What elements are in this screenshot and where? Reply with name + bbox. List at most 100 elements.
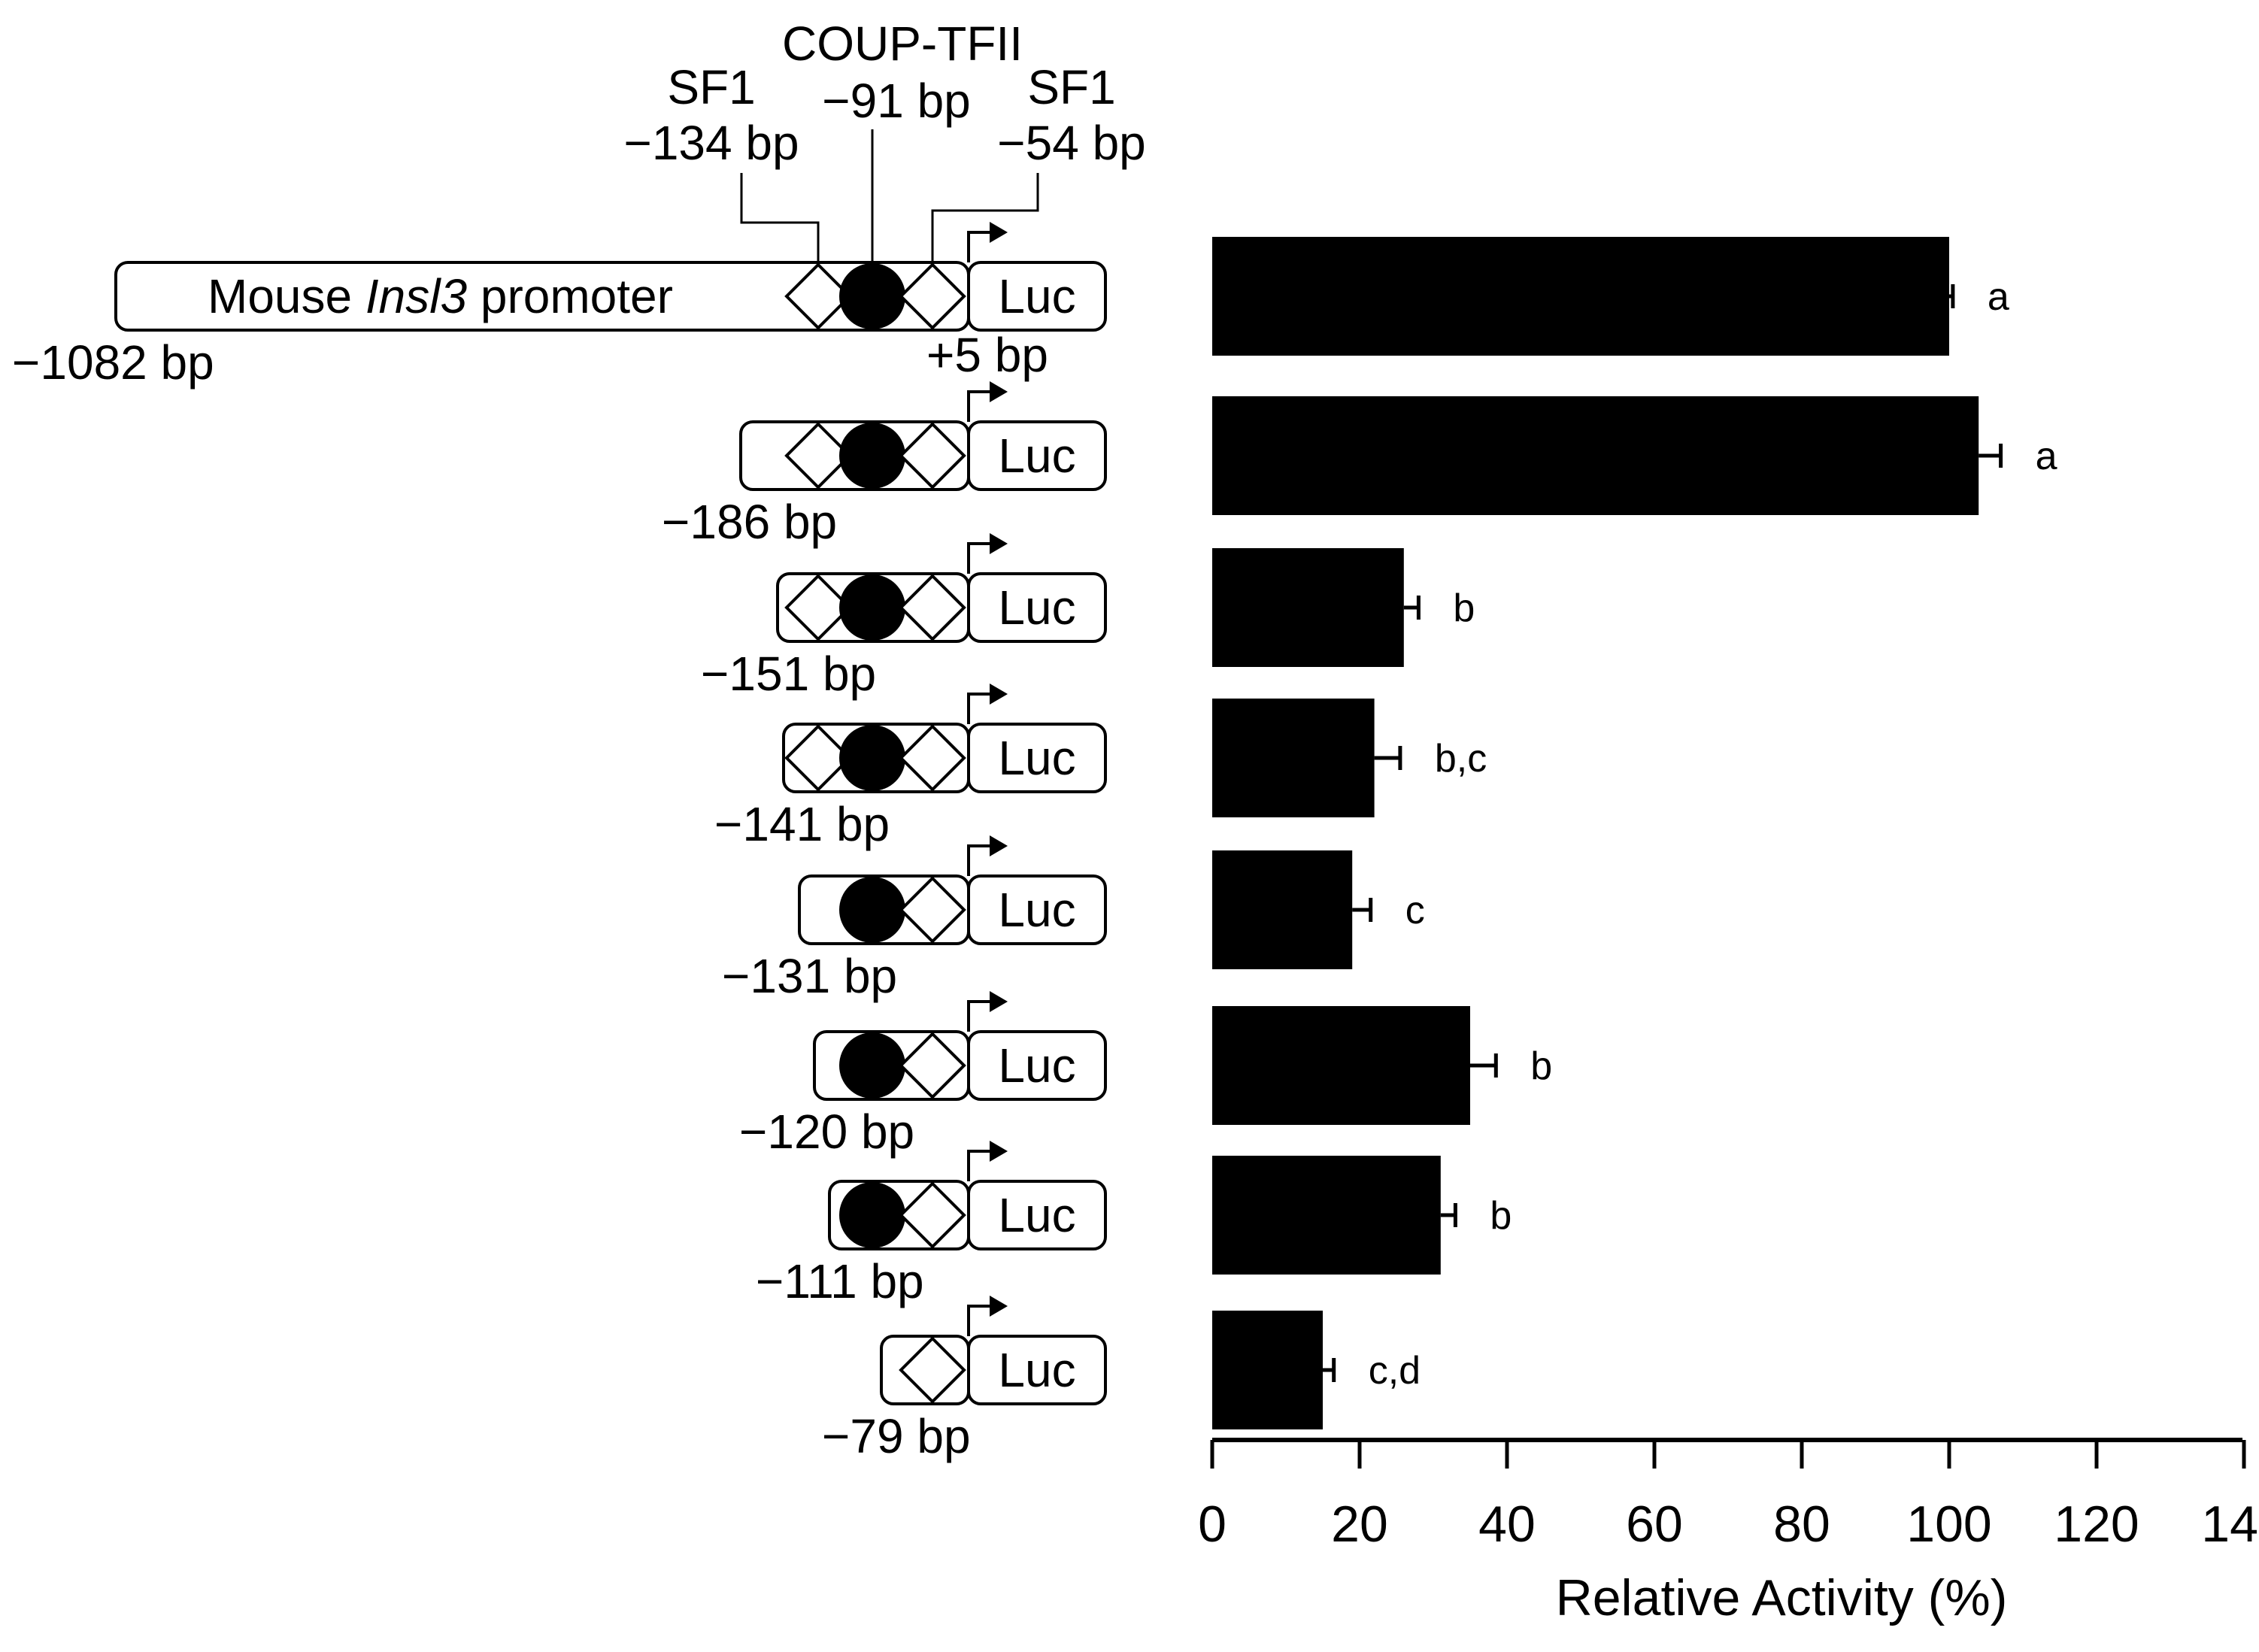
construct: Luc −186 bp: [662, 381, 1107, 549]
sf1-site-diamond: [899, 422, 966, 490]
bar-group: b,c: [1212, 699, 1487, 817]
sf1-134-leader: [740, 173, 820, 265]
tss-arrow: [967, 390, 990, 422]
construct: Luc −1082 bp Mouse Insl3 promoter +5 bp: [12, 222, 1107, 390]
tss-arrowhead: [990, 533, 1008, 554]
promoter-name: Mouse Insl3 promoter: [208, 269, 673, 323]
sf1-site-diamond: [899, 1032, 966, 1099]
luc-box: [967, 723, 1107, 793]
x-tick-label: 120: [2054, 1496, 2139, 1553]
bar-chart: a a b b,c c b b c,d 0 20 40 60 80 100 120 140 Relative…: [1198, 237, 2259, 1626]
sf1-site-diamond: [784, 724, 852, 792]
construct: Luc −131 bp: [722, 835, 1107, 1003]
construct-label: −151 bp: [701, 647, 876, 701]
luc-label: Luc: [998, 580, 1075, 635]
bar-group: a: [1212, 396, 2057, 515]
luc-label: Luc: [998, 731, 1075, 785]
luc-box: [967, 261, 1107, 332]
x-axis-title: Relative Activity (%): [1556, 1569, 2008, 1626]
luc-box: [967, 1335, 1107, 1405]
sf1-site-diamond: [784, 422, 852, 490]
x-tick-label: 100: [1906, 1496, 1991, 1553]
x-axis: 0 20 40 60 80 100 120 140: [1198, 1438, 2259, 1553]
bar-group: b: [1212, 1006, 1552, 1125]
tss-arrow: [967, 1305, 990, 1336]
construct: Luc −120 bp: [739, 991, 1107, 1159]
tss-position-label: +5 bp: [926, 328, 1048, 382]
coup-tfii-site: [839, 574, 905, 641]
construct: Luc −111 bp: [756, 1141, 1107, 1308]
luc-label: Luc: [998, 1038, 1075, 1093]
luc-label: Luc: [998, 1188, 1075, 1242]
luc-box: [967, 874, 1107, 945]
bar: [1212, 1006, 1470, 1125]
construct: Luc −141 bp: [714, 684, 1107, 851]
construct-label: −111 bp: [756, 1254, 924, 1308]
x-tick-label: 40: [1478, 1496, 1536, 1553]
significance-label: b,c: [1435, 737, 1487, 781]
tss-arrow: [967, 231, 990, 262]
tss-arrow: [967, 693, 990, 724]
significance-label: a: [1988, 275, 2009, 319]
bar-group: c: [1212, 850, 1425, 969]
sf1-54-leader: [931, 173, 1039, 265]
bar: [1212, 548, 1404, 667]
construct: Luc −79 bp: [822, 1296, 1107, 1463]
sf1-site-diamond: [899, 876, 966, 944]
significance-label: b: [1530, 1044, 1552, 1088]
construct-label: −141 bp: [714, 797, 890, 851]
sf1-site-diamond: [899, 724, 966, 792]
coup-tfii-position: −91 bp: [822, 74, 971, 128]
significance-label: b: [1490, 1194, 1512, 1238]
luc-box: [967, 420, 1107, 491]
sf1-134-position: −134 bp: [623, 116, 799, 170]
luc-label: Luc: [998, 883, 1075, 937]
construct-label: −1082 bp: [12, 335, 214, 390]
sf1-54-position: −54 bp: [997, 116, 1146, 170]
tss-arrowhead: [990, 991, 1008, 1012]
construct-label: −186 bp: [662, 495, 837, 549]
bar-group: b: [1212, 1156, 1512, 1275]
construct-label: −79 bp: [822, 1409, 971, 1463]
x-tick-label: 140: [2201, 1496, 2259, 1553]
significance-label: b: [1453, 587, 1475, 630]
luc-label: Luc: [998, 269, 1075, 323]
sf1-site-diamond: [899, 574, 966, 641]
luc-box: [967, 1030, 1107, 1101]
tss-arrow: [967, 1150, 990, 1181]
tss-arrowhead: [990, 222, 1008, 243]
x-tick-label: 80: [1773, 1496, 1830, 1553]
luc-box: [967, 572, 1107, 643]
tss-arrowhead: [990, 684, 1008, 705]
significance-label: c: [1405, 889, 1425, 932]
tss-arrowhead: [990, 381, 1008, 402]
sf1-134-name: SF1: [667, 60, 755, 114]
bar-group: a: [1212, 237, 2009, 356]
coup-tfii-site: [839, 423, 905, 489]
x-tick-label: 0: [1198, 1496, 1227, 1553]
construct-label: −120 bp: [739, 1105, 914, 1159]
bar: [1212, 1156, 1441, 1275]
sf1-site-diamond: [784, 574, 852, 641]
coup-tfii-site: [839, 877, 905, 943]
sf1-site-diamond: [899, 1181, 966, 1249]
coup-tfii-name: COUP-TFII: [782, 17, 1023, 71]
tss-arrow: [967, 844, 990, 876]
coup-tfii-site: [839, 1182, 905, 1248]
construct-label: −131 bp: [722, 949, 897, 1003]
construct: Luc −151 bp: [701, 533, 1107, 701]
tss-arrowhead: [990, 835, 1008, 856]
coup-tfii-site: [839, 263, 905, 329]
luc-label: Luc: [998, 429, 1075, 483]
bar: [1212, 1311, 1323, 1429]
x-tick-label: 20: [1331, 1496, 1388, 1553]
luc-label: Luc: [998, 1343, 1075, 1397]
significance-label: c,d: [1369, 1349, 1421, 1393]
tss-arrowhead: [990, 1141, 1008, 1162]
sf1-site-diamond: [784, 262, 852, 330]
coup-tfii-site: [839, 1032, 905, 1099]
x-tick-label: 60: [1626, 1496, 1683, 1553]
